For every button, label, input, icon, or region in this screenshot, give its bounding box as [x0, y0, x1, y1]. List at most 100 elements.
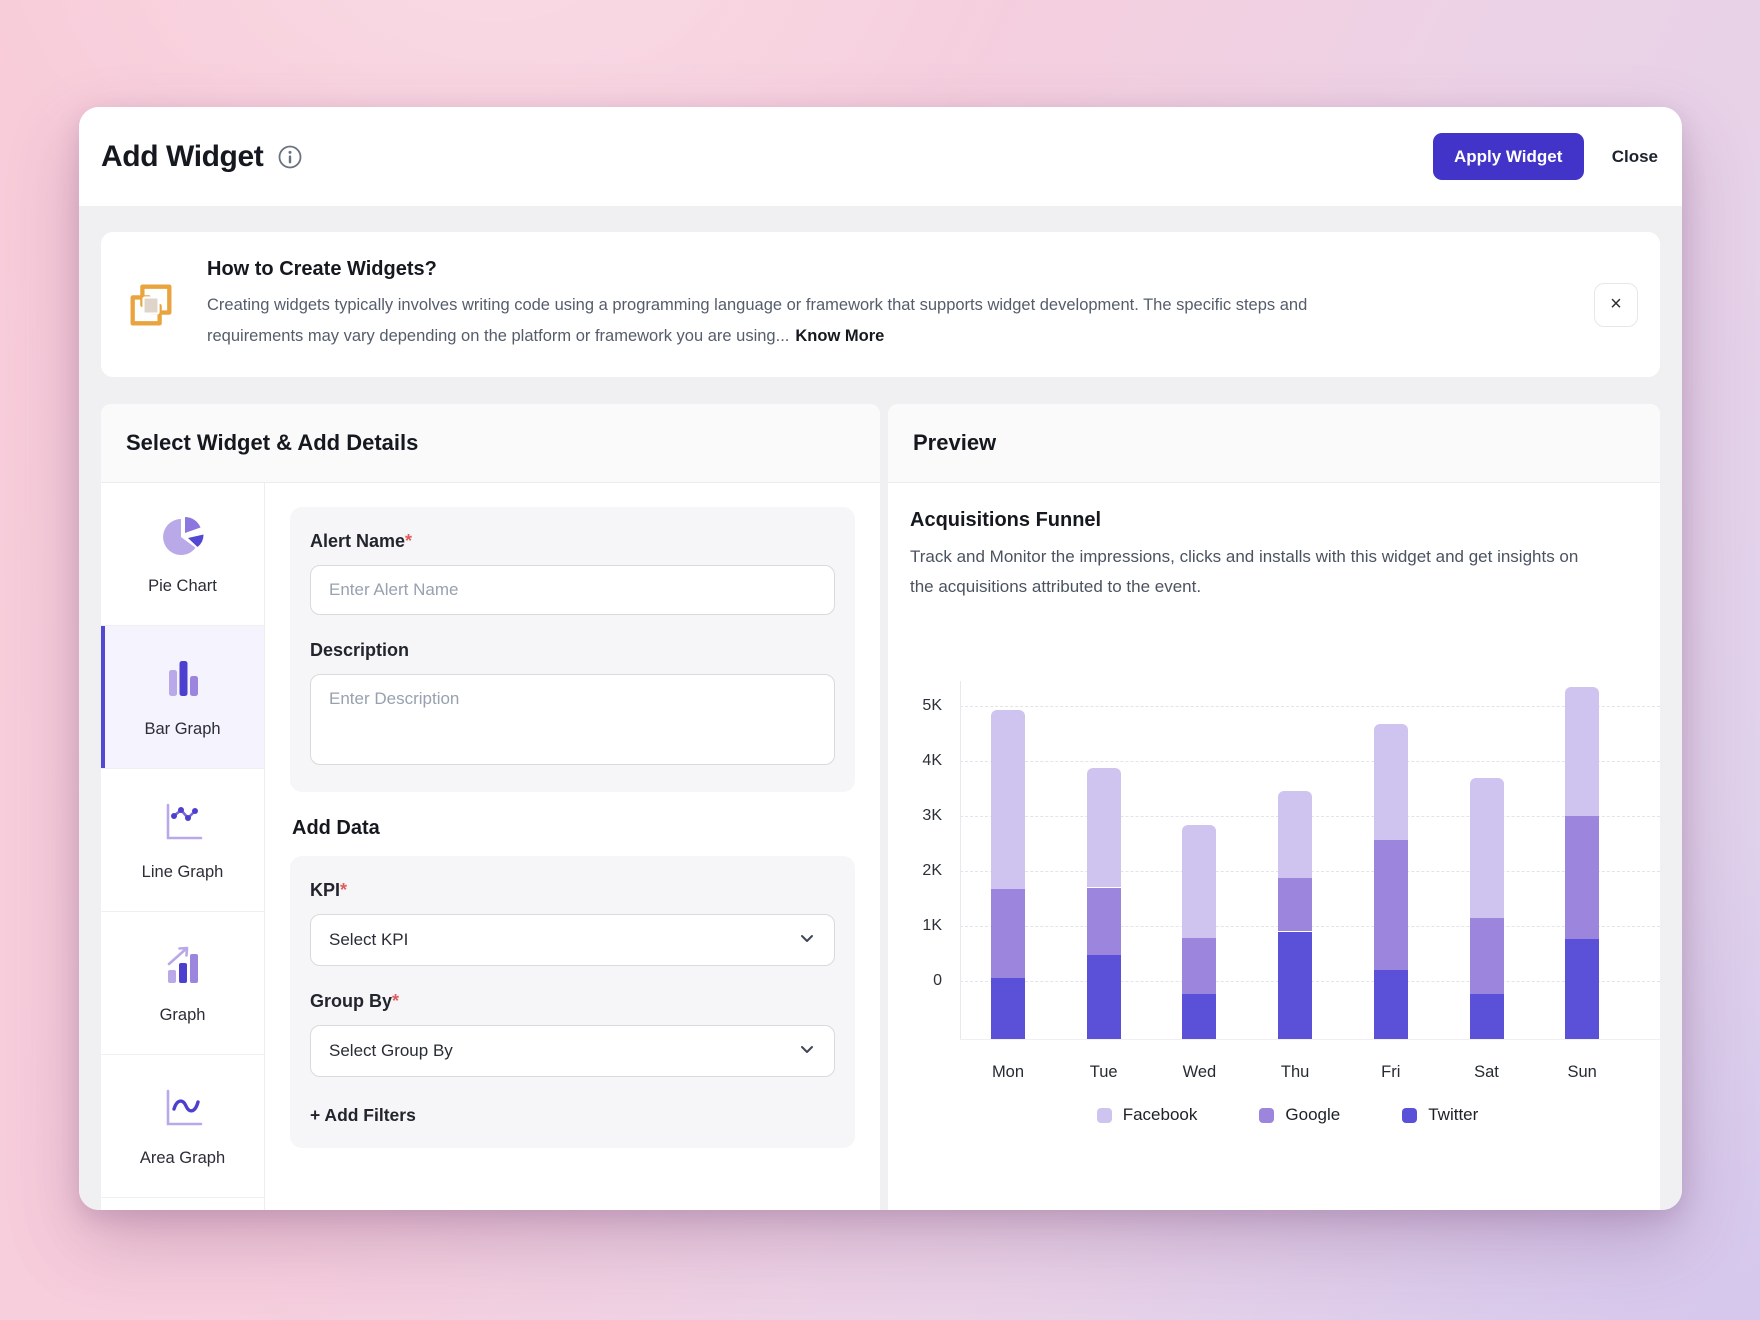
- sidebar-item-label: Line Graph: [141, 862, 224, 881]
- widget-form: Alert Name* Description Add Data KPI* Se…: [265, 483, 880, 1210]
- legend-label: Google: [1285, 1105, 1341, 1124]
- bar-segment-facebook: [1469, 777, 1504, 919]
- y-axis-line: [960, 681, 961, 1039]
- bar-segment-facebook: [1086, 767, 1121, 888]
- banner-text: How to Create Widgets? Creating widgets …: [207, 258, 1594, 352]
- page-title: Add Widget: [101, 139, 264, 173]
- y-tick-label: 2K: [922, 862, 942, 879]
- group-by-select[interactable]: Select Group By: [310, 1025, 835, 1077]
- bar-segment-google: [1278, 877, 1313, 932]
- legend-label: Facebook: [1122, 1105, 1198, 1124]
- modal-body: How to Create Widgets? Creating widgets …: [79, 206, 1682, 1210]
- left-panel-inner: Pie Chart Bar Graph: [101, 483, 880, 1210]
- kpi-select[interactable]: Select KPI: [310, 914, 835, 966]
- bar-segment-google: [1182, 938, 1217, 995]
- preview-widget-title: Acquisitions Funnel: [910, 509, 1102, 531]
- bar-graph-icon: [160, 656, 206, 707]
- description-input[interactable]: [310, 674, 835, 765]
- sidebar-item-label: Pie Chart: [148, 576, 217, 595]
- bar-segment-facebook: [1182, 824, 1217, 939]
- preview-panel-title: Preview: [913, 430, 997, 455]
- group-by-label-text: Group By: [310, 991, 393, 1011]
- y-tick-label: 5K: [922, 697, 942, 714]
- area-graph-icon: [160, 1085, 206, 1136]
- x-axis-label: Wed: [1182, 1062, 1217, 1081]
- kpi-select-value: Select KPI: [329, 930, 409, 949]
- legend-swatch: [1096, 1107, 1112, 1123]
- alert-details-card: Alert Name* Description: [290, 507, 855, 792]
- modal-header: Add Widget Apply Widget Close: [79, 107, 1682, 206]
- chevron-down-icon: [798, 929, 816, 952]
- bar-segment-facebook: [991, 710, 1025, 889]
- banner-close-button[interactable]: ×: [1594, 282, 1638, 327]
- preview-content: Acquisitions Funnel Track and Monitor th…: [888, 483, 1660, 1210]
- bar-segment-google: [1373, 840, 1408, 970]
- alert-name-label-text: Alert Name: [310, 531, 406, 551]
- x-axis-label: Mon: [991, 1062, 1025, 1081]
- graph-icon: [160, 942, 206, 993]
- bar-segment-google: [991, 888, 1025, 979]
- sidebar-item-label: Bar Graph: [144, 719, 221, 738]
- chart-legend: Facebook Google Twitter: [910, 1105, 1660, 1125]
- bar-segment-twitter: [1373, 970, 1408, 1039]
- bar-segment-twitter: [1278, 931, 1313, 1039]
- legend-item-twitter: Twitter: [1402, 1105, 1478, 1125]
- required-asterisk: *: [392, 991, 400, 1011]
- add-widget-modal: Add Widget Apply Widget Close How to Cre: [79, 107, 1682, 1210]
- legend-label: Twitter: [1428, 1105, 1479, 1124]
- add-data-card: KPI* Select KPI Group By* Select Group B…: [290, 856, 855, 1148]
- close-x-icon: ×: [1610, 293, 1622, 315]
- description-label: Description: [310, 640, 410, 660]
- sidebar-item-line-graph[interactable]: Line Graph: [101, 769, 264, 912]
- required-asterisk: *: [405, 531, 413, 551]
- bar-chart: 5K 4K 3K 2K 1K 0 Mon Tue Wed Thu Fri Sat Sun: [910, 624, 1660, 1081]
- gridline: [960, 706, 1660, 707]
- kpi-label-text: KPI: [310, 880, 341, 900]
- close-button[interactable]: Close: [1611, 146, 1658, 166]
- widgets-icon: [123, 277, 179, 333]
- bar-segment-twitter: [1565, 939, 1600, 1039]
- banner-title: How to Create Widgets?: [207, 257, 437, 280]
- how-to-banner: How to Create Widgets? Creating widgets …: [101, 232, 1660, 377]
- sidebar-item-area-graph[interactable]: Area Graph: [101, 1055, 264, 1198]
- bar-segment-google: [1565, 816, 1600, 940]
- widget-type-sidebar: Pie Chart Bar Graph: [101, 483, 265, 1210]
- bar-segment-facebook: [1373, 724, 1408, 841]
- sidebar-item-bar-graph[interactable]: Bar Graph: [101, 626, 264, 769]
- sidebar-item-pie-chart[interactable]: Pie Chart: [101, 483, 264, 626]
- apply-widget-button[interactable]: Apply Widget: [1432, 133, 1584, 180]
- kpi-label: KPI*: [310, 880, 835, 901]
- x-axis-label: Thu: [1280, 1062, 1310, 1081]
- line-graph-icon: [160, 799, 206, 850]
- bar-segment-google: [1469, 918, 1504, 995]
- preview-widget-description: Track and Monitor the impressions, click…: [910, 547, 1579, 596]
- sidebar-item-graph[interactable]: Graph: [101, 912, 264, 1055]
- banner-description-text: Creating widgets typically involves writ…: [207, 295, 1308, 345]
- bar-segment-twitter: [1469, 994, 1504, 1039]
- pie-chart-icon: [160, 513, 206, 564]
- know-more-link[interactable]: Know More: [795, 326, 885, 345]
- bar-segment-facebook: [1278, 791, 1313, 878]
- preview-panel: Preview Acquisitions Funnel Track and Mo…: [888, 404, 1660, 1210]
- sidebar-item-label: Area Graph: [139, 1148, 226, 1167]
- add-filters-button[interactable]: + Add Filters: [310, 1105, 416, 1125]
- y-tick-label: 3K: [922, 807, 942, 824]
- select-widget-panel: Select Widget & Add Details: [101, 404, 880, 1210]
- left-panel-header: Select Widget & Add Details: [101, 404, 880, 483]
- sidebar-item-label: Graph: [159, 1005, 206, 1024]
- x-axis-label: Sun: [1567, 1062, 1597, 1081]
- y-tick-label: 1K: [922, 917, 942, 934]
- legend-item-facebook: Facebook: [1096, 1105, 1198, 1125]
- bar-segment-google: [1086, 887, 1121, 956]
- preview-panel-header: Preview: [888, 404, 1660, 483]
- alert-name-input[interactable]: [310, 565, 835, 615]
- info-icon[interactable]: [277, 144, 303, 170]
- x-axis-label: Tue: [1089, 1062, 1118, 1081]
- bar-segment-twitter: [991, 978, 1025, 1039]
- x-axis-line: [960, 1038, 1660, 1040]
- bar-segment-twitter: [1086, 955, 1121, 1039]
- legend-item-google: Google: [1259, 1105, 1340, 1125]
- panels-container: Select Widget & Add Details: [101, 404, 1660, 1210]
- x-axis-label: Fri: [1381, 1062, 1401, 1081]
